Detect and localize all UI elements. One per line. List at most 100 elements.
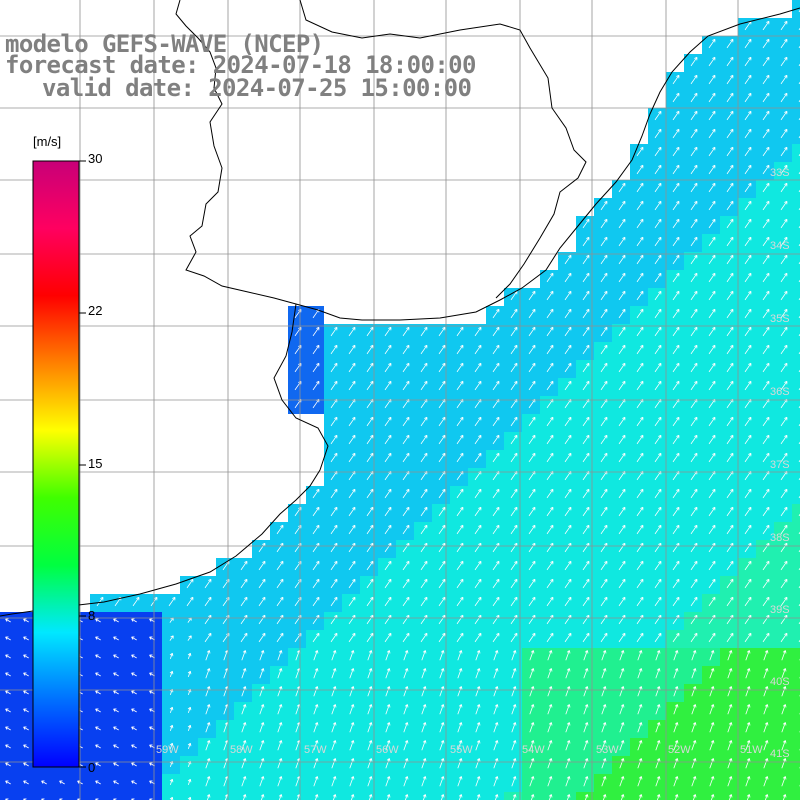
wind-arrow	[709, 758, 715, 769]
wind-arrow	[259, 740, 265, 751]
wind-arrow	[312, 362, 320, 373]
wind-arrow	[186, 596, 194, 607]
wind-arrow	[691, 668, 697, 679]
wind-arrow	[637, 758, 643, 769]
wind-arrow	[277, 740, 283, 751]
wind-arrow	[113, 780, 119, 785]
wind-arrow	[672, 236, 680, 247]
wind-arrow	[708, 632, 716, 643]
wind-arrow	[780, 506, 788, 517]
wind-arrow	[95, 708, 101, 713]
wind-speed-cell	[54, 792, 72, 800]
wind-arrow	[330, 362, 338, 373]
wind-arrow	[511, 776, 517, 787]
wind-arrow	[637, 650, 643, 661]
wind-arrow	[744, 560, 752, 571]
wind-arrow	[672, 200, 680, 211]
wind-arrow	[438, 344, 446, 355]
wind-arrow	[456, 434, 464, 445]
wind-arrow	[492, 506, 500, 517]
wind-arrow	[600, 506, 608, 517]
wind-arrow	[547, 650, 553, 661]
wind-arrow	[637, 704, 643, 715]
wind-arrow	[529, 704, 535, 715]
wind-arrow	[402, 596, 410, 607]
wind-arrow	[601, 758, 607, 769]
wind-arrow	[637, 686, 643, 697]
wind-arrow	[619, 650, 625, 661]
wind-arrow	[655, 704, 661, 715]
wind-arrow	[582, 506, 590, 517]
wind-speed-cell	[792, 540, 800, 558]
wind-arrow	[366, 380, 374, 391]
wind-arrow	[673, 668, 679, 679]
wind-arrow	[726, 200, 734, 211]
wind-arrow	[367, 740, 373, 751]
wind-arrow	[131, 780, 137, 785]
wind-arrow	[654, 308, 662, 319]
wind-arrow	[259, 686, 265, 697]
wind-arrow	[493, 758, 499, 769]
wind-arrow	[258, 632, 266, 643]
wind-arrow	[582, 380, 590, 391]
wind-arrow	[366, 416, 374, 427]
wind-arrow	[780, 578, 788, 589]
wind-arrow	[708, 182, 716, 193]
wind-arrow	[709, 704, 715, 715]
wind-arrow	[402, 560, 410, 571]
wind-arrow	[348, 362, 356, 373]
wind-arrow	[565, 650, 571, 661]
wind-arrow	[780, 38, 788, 49]
wind-arrow	[474, 578, 482, 589]
wind-arrow	[404, 794, 409, 800]
wind-arrow	[314, 794, 319, 800]
wind-arrow	[780, 200, 788, 211]
wind-arrow	[384, 416, 392, 427]
wind-arrow	[438, 362, 446, 373]
wind-arrow	[726, 56, 734, 67]
wind-arrow	[23, 780, 29, 785]
wind-arrow	[780, 146, 788, 157]
wind-arrow	[564, 290, 572, 301]
wind-arrow	[510, 416, 518, 427]
wind-arrow	[745, 776, 751, 787]
wind-arrow	[205, 722, 211, 733]
wind-arrow	[349, 668, 355, 679]
wind-arrow	[457, 704, 463, 715]
wind-arrow	[564, 560, 572, 571]
wind-arrow	[744, 56, 752, 67]
colorbar-tick-label: 8	[88, 608, 96, 623]
wind-arrow	[674, 794, 679, 800]
wind-arrow	[474, 560, 482, 571]
wind-arrow	[673, 776, 679, 787]
wind-arrow	[745, 740, 751, 751]
wind-arrow	[457, 668, 463, 679]
wind-arrow	[762, 110, 770, 121]
wind-arrow	[780, 416, 788, 427]
wind-arrow	[421, 686, 427, 697]
wind-arrow	[402, 326, 410, 337]
wind-arrow	[95, 690, 101, 695]
wind-arrow	[690, 308, 698, 319]
wind-arrow	[474, 344, 482, 355]
wind-arrow	[528, 632, 536, 643]
wind-arrow	[564, 362, 572, 373]
wind-arrow	[113, 744, 119, 749]
wind-arrow	[493, 704, 499, 715]
wind-arrow	[744, 632, 752, 643]
wind-arrow	[583, 668, 589, 679]
wind-arrow	[744, 380, 752, 391]
wind-arrow	[332, 794, 337, 800]
wind-speed-cell	[792, 216, 800, 234]
wind-arrow	[690, 92, 698, 103]
wind-arrow	[348, 380, 356, 391]
wind-speed-cell	[18, 792, 36, 800]
wind-arrow	[348, 578, 356, 589]
wind-arrow	[726, 452, 734, 463]
wind-arrow	[205, 650, 211, 661]
wind-arrow	[618, 200, 626, 211]
wind-arrow	[386, 794, 391, 800]
wind-arrow	[438, 488, 446, 499]
wind-arrow	[348, 416, 356, 427]
wind-arrow	[96, 596, 104, 607]
